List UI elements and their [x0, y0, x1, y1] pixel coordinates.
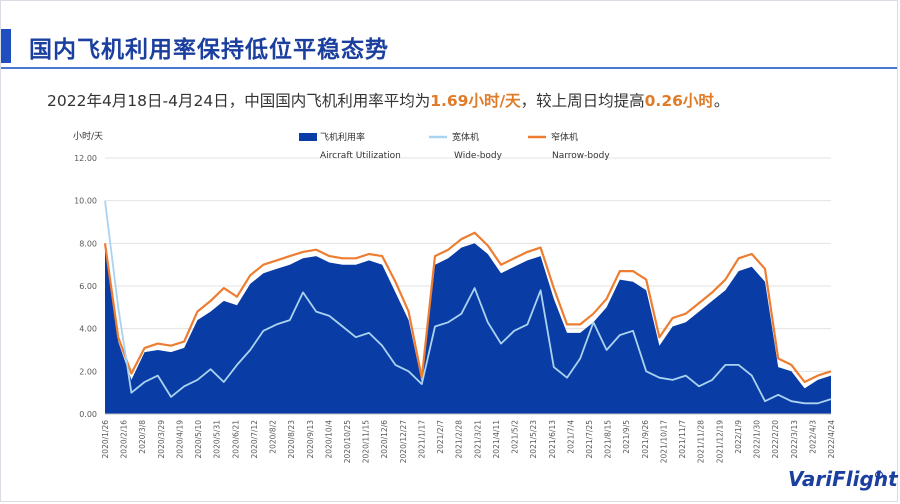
x-tick-label: 2020/9/13 — [306, 420, 315, 459]
x-tick-label: 2022/3/13 — [790, 420, 799, 459]
y-tick-label: 6.00 — [79, 282, 97, 291]
y-tick-label: 8.00 — [79, 239, 97, 248]
x-tick-label: 2021/8/15 — [604, 420, 613, 459]
x-tick-label: 2022/2/20 — [771, 420, 780, 459]
x-tick-label: 2020/3/29 — [157, 420, 166, 459]
summary-text: 2022年4月18日-4月24日，中国国内飞机利用率平均为1.69小时/天，较上… — [47, 89, 729, 111]
x-tick-label: 2021/3/21 — [473, 420, 482, 459]
x-tick-label: 2020/1/26 — [101, 420, 110, 459]
x-tick-label: 2021/11/7 — [678, 420, 687, 459]
x-tick-label: 2022/4/24 — [827, 420, 836, 459]
wide-body-line — [104, 200, 832, 405]
title-divider — [1, 67, 897, 69]
legend-label-utilization: 飞机利用率 — [320, 131, 365, 143]
x-tick-label: 2020/6/21 — [231, 420, 240, 459]
title-accent-bar — [1, 29, 11, 63]
x-tick-label: 2021/5/2 — [511, 420, 520, 454]
legend-swatch-utilization — [299, 133, 317, 141]
legend-sub-wide: Wide-body — [454, 151, 503, 161]
y-tick-label: 2.00 — [79, 367, 97, 376]
summary-part3: 。 — [713, 92, 730, 110]
x-tick-label: 2020/10/4 — [324, 420, 333, 459]
x-tick-label: 2021/9/5 — [622, 420, 631, 454]
x-tick-label: 2021/6/13 — [548, 420, 557, 459]
summary-value1: 1.69小时/天 — [430, 92, 521, 110]
x-tick-label: 2020/3/8 — [138, 420, 147, 454]
x-tick-label: 2020/4/19 — [175, 420, 184, 459]
variflight-logo: VariFlight — [788, 467, 898, 491]
legend-sub-narrow: Narrow-body — [552, 151, 610, 161]
x-tick-label: 2020/10/25 — [343, 420, 352, 463]
x-tick-label: 2020/5/10 — [194, 420, 203, 459]
x-tick-label: 2021/5/23 — [529, 420, 538, 459]
y-tick-label: 0.00 — [79, 410, 97, 419]
x-tick-label: 2020/5/31 — [213, 420, 222, 459]
y-tick-label: 10.00 — [74, 197, 97, 206]
summary-part2: ，较上周日均提高 — [520, 92, 645, 110]
legend-label-narrow: 窄体机 — [551, 131, 578, 143]
x-tick-label: 2022/1/9 — [734, 420, 743, 454]
y-tick-label: 4.00 — [79, 325, 97, 334]
x-tick-label: 2021/2/7 — [436, 420, 445, 454]
y-axis-label: 小时/天 — [73, 130, 103, 142]
x-tick-label: 2021/2/28 — [455, 420, 464, 459]
x-tick-label: 2021/7/25 — [585, 420, 594, 459]
legend-label-wide: 宽体机 — [452, 131, 479, 143]
x-tick-label: 2020/12/6 — [380, 420, 389, 459]
narrow-body-line — [103, 231, 832, 384]
logo-registered-mark — [875, 471, 883, 479]
x-tick-label: 2021/12/19 — [715, 420, 724, 463]
summary-value2: 0.26小时 — [644, 92, 714, 110]
x-tick-label: 2021/9/26 — [641, 420, 650, 459]
x-tick-label: 2021/10/17 — [659, 420, 668, 463]
x-tick-label: 2020/8/2 — [269, 420, 278, 454]
legend-sub-utilization: Aircraft Utilization — [320, 151, 401, 161]
x-tick-label: 2020/8/23 — [287, 420, 296, 459]
x-tick-label: 2020/7/12 — [250, 420, 259, 459]
x-tick-label: 2021/4/11 — [492, 420, 501, 459]
utilization-area — [105, 243, 831, 414]
x-tick-label: 2022/4/3 — [808, 420, 817, 454]
y-tick-label: 12.00 — [74, 154, 97, 163]
x-tick-label: 2020/12/27 — [399, 420, 408, 463]
x-tick-label: 2021/1/17 — [417, 420, 426, 459]
x-tick-label: 2022/1/30 — [753, 420, 762, 459]
x-tick-label: 2021/7/4 — [566, 420, 575, 454]
x-tick-label: 2021/11/28 — [697, 420, 706, 463]
summary-part1: 2022年4月18日-4月24日，中国国内飞机利用率平均为 — [47, 92, 431, 110]
x-tick-label: 2020/2/16 — [120, 420, 129, 459]
page-title: 国内飞机利用率保持低位平稳态势 — [29, 37, 389, 63]
x-tick-label: 2020/11/15 — [362, 420, 371, 463]
